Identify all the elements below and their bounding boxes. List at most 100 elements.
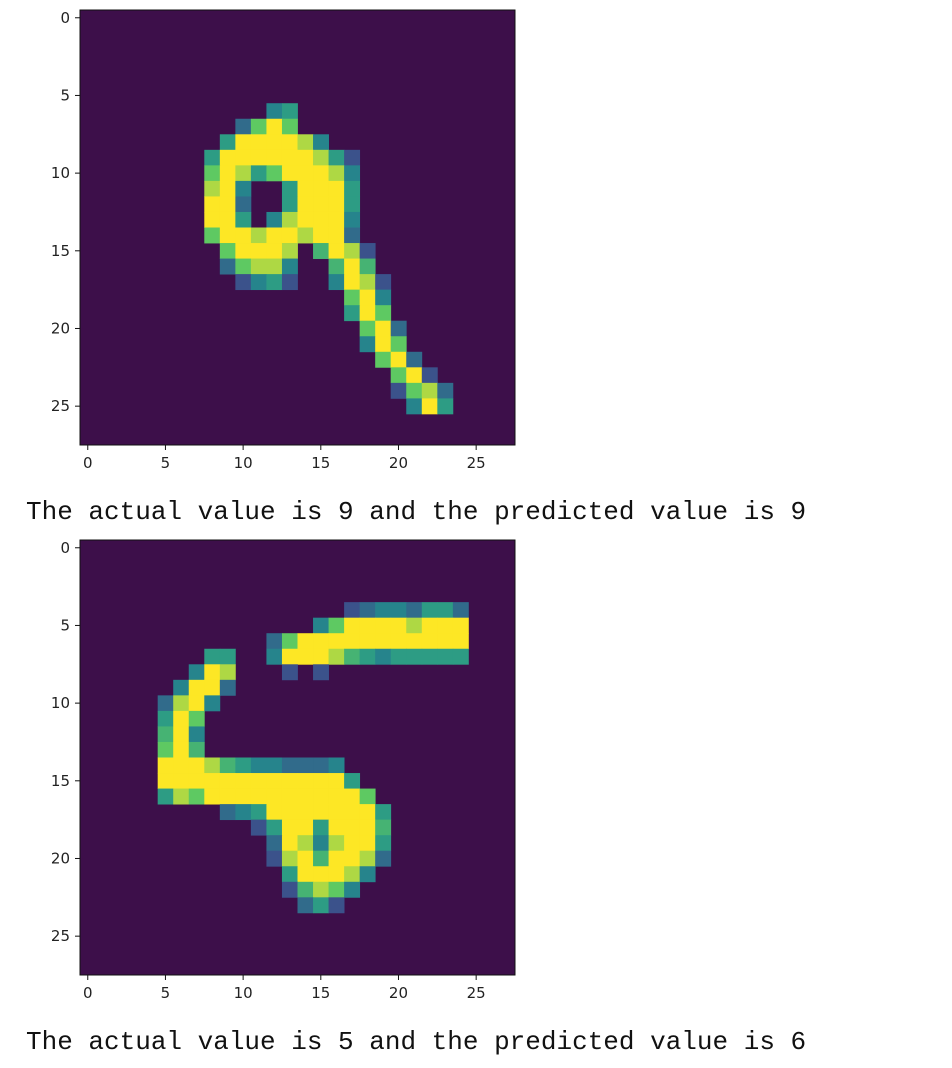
heatmap-cell xyxy=(344,196,361,213)
heatmap-cell xyxy=(344,227,361,244)
heatmap-cell xyxy=(204,180,221,197)
heatmap-cell xyxy=(328,819,345,836)
heatmap-cell xyxy=(344,866,361,883)
heatmap-cell xyxy=(235,196,252,213)
heatmap-cell xyxy=(344,180,361,197)
heatmap-cell xyxy=(204,196,221,213)
heatmap-cell xyxy=(359,243,376,259)
heatmap-cell xyxy=(313,850,329,867)
x-tick-label: 15 xyxy=(311,984,330,1002)
heatmap-cell xyxy=(313,835,329,852)
heatmap-cell xyxy=(359,866,376,883)
heatmap-cell xyxy=(266,804,283,821)
prediction-output-line-1: The actual value is 9 and the predicted … xyxy=(26,497,807,527)
heatmap-cell xyxy=(173,710,190,727)
heatmap-cell xyxy=(281,850,298,867)
heatmap-cell xyxy=(219,243,236,259)
heatmap-cell xyxy=(359,336,376,353)
heatmap-cell xyxy=(250,819,267,836)
heatmap-cell xyxy=(281,149,298,166)
heatmap-cell xyxy=(219,211,236,228)
heatmap-cell xyxy=(313,165,329,182)
heatmap-cell xyxy=(328,648,345,665)
heatmap-cell xyxy=(219,149,236,166)
heatmap-cell xyxy=(421,617,438,634)
heatmap-cell xyxy=(313,211,329,228)
digit-heatmap-chart-2: 0 5 10 15 20 25 0 5 10 15 20 25 xyxy=(51,539,516,1002)
y-tick-label: 25 xyxy=(51,927,70,945)
heatmap-cell xyxy=(297,196,314,213)
axes-frame xyxy=(79,539,516,976)
x-tick-label: 25 xyxy=(467,454,486,472)
heatmap-cell xyxy=(344,633,361,650)
heatmap-cell xyxy=(281,648,298,665)
heatmap-cell xyxy=(281,118,298,135)
heatmap-cell xyxy=(157,695,174,712)
x-tick-label: 5 xyxy=(161,454,171,472)
heatmap-cell xyxy=(173,757,190,774)
heatmap-cell xyxy=(281,227,298,244)
heatmap-cell xyxy=(452,602,469,619)
heatmap-cell xyxy=(297,134,314,151)
heatmap-cell xyxy=(188,741,205,758)
heatmap-cell xyxy=(157,757,174,774)
heatmap-cell xyxy=(359,804,376,821)
heatmap-cell xyxy=(297,773,314,789)
heatmap-cell xyxy=(266,118,283,135)
heatmap-cell xyxy=(266,773,283,789)
heatmap-cell xyxy=(219,648,236,665)
heatmap-cell xyxy=(219,134,236,151)
heatmap-cell xyxy=(375,617,392,634)
heatmap-cell xyxy=(344,835,361,852)
heatmap-cell xyxy=(313,897,329,914)
heatmap-cell xyxy=(297,835,314,852)
heatmap-cell xyxy=(344,165,361,182)
heatmap-cell xyxy=(375,336,392,353)
x-tick-label: 10 xyxy=(234,454,253,472)
heatmap-cell xyxy=(390,351,407,368)
heatmap-cell xyxy=(390,602,407,619)
heatmap-cell xyxy=(173,741,190,758)
heatmap-cell xyxy=(344,850,361,867)
heatmap-cell xyxy=(375,648,392,665)
heatmap-cell xyxy=(266,149,283,166)
heatmap-cell xyxy=(188,773,205,789)
heatmap-cell xyxy=(235,180,252,197)
heatmap-cell xyxy=(235,134,252,151)
heatmap-cell xyxy=(219,180,236,197)
heatmap-cell xyxy=(390,367,407,384)
heatmap-cell xyxy=(375,351,392,368)
heatmap-cell xyxy=(437,602,454,619)
heatmap-cell xyxy=(204,757,221,774)
heatmap-cell xyxy=(328,773,345,789)
heatmap-cell xyxy=(313,881,329,898)
heatmap-cell xyxy=(313,617,329,634)
heatmap-cell xyxy=(359,305,376,322)
heatmap-cell xyxy=(406,602,423,619)
heatmap-cell xyxy=(390,633,407,650)
heatmap-cell xyxy=(219,165,236,182)
heatmap-cell xyxy=(235,211,252,228)
heatmap-cell xyxy=(266,835,283,852)
heatmap-cell xyxy=(359,274,376,291)
heatmap-cell xyxy=(344,602,361,619)
heatmap-cell xyxy=(437,617,454,634)
heatmap-cell xyxy=(266,134,283,151)
heatmap-cell xyxy=(235,149,252,166)
heatmap-cell xyxy=(421,633,438,650)
heatmap-cell xyxy=(157,726,174,743)
heatmap-cell xyxy=(281,103,298,120)
heatmap-cell xyxy=(266,819,283,836)
heatmap-cell xyxy=(390,382,407,399)
heatmap-cell xyxy=(375,320,392,337)
heatmap-cell xyxy=(266,274,283,291)
heatmap-cell xyxy=(437,633,454,650)
heatmap-cell xyxy=(297,866,314,883)
y-tick-label: 20 xyxy=(51,319,70,337)
heatmap-cell xyxy=(188,679,205,696)
heatmap-cell xyxy=(297,149,314,166)
heatmap-cell xyxy=(297,819,314,836)
heatmap-cell xyxy=(328,633,345,650)
heatmap-cell xyxy=(344,819,361,836)
heatmap-cell xyxy=(328,149,345,166)
